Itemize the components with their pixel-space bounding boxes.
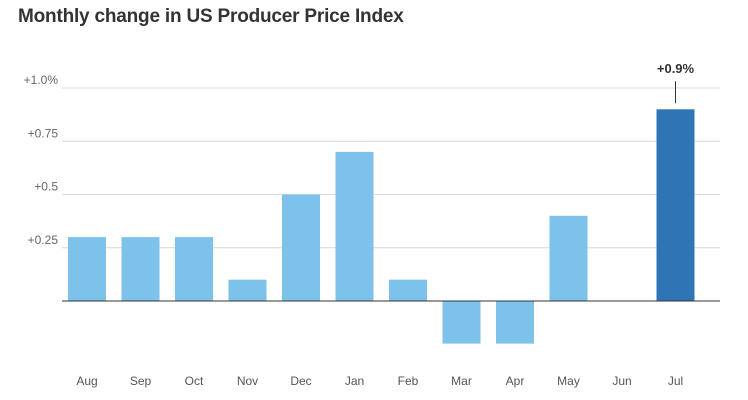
y-tick-label: +0.75	[28, 126, 59, 140]
y-tick-label: +0.5	[34, 180, 58, 194]
bar	[228, 279, 267, 301]
bar	[121, 237, 160, 301]
x-tick-label: Apr	[506, 374, 525, 388]
bar	[656, 109, 695, 301]
bar	[549, 215, 588, 301]
x-tick-label: Dec	[290, 374, 311, 388]
bar	[389, 279, 427, 301]
x-tick-label: Jan	[345, 374, 364, 388]
x-tick-label: May	[557, 374, 580, 388]
bar	[496, 301, 534, 344]
bar	[335, 151, 374, 301]
y-tick-label: +0.25	[28, 233, 59, 247]
bar	[175, 237, 213, 301]
chart-title: Monthly change in US Producer Price Inde…	[18, 6, 404, 27]
x-tick-label: Aug	[76, 374, 97, 388]
bar	[442, 301, 481, 344]
bar	[68, 237, 106, 301]
x-tick-label: Oct	[185, 374, 204, 388]
y-tick-label: +1.0%	[24, 73, 59, 87]
x-tick-label: Jun	[612, 374, 631, 388]
data-label: +0.9%	[657, 61, 695, 76]
x-tick-label: Sep	[130, 374, 152, 388]
bar	[282, 194, 320, 301]
x-tick-label: Nov	[237, 374, 258, 388]
x-tick-label: Jul	[668, 374, 683, 388]
x-tick-label: Mar	[451, 374, 472, 388]
x-tick-label: Feb	[398, 374, 419, 388]
